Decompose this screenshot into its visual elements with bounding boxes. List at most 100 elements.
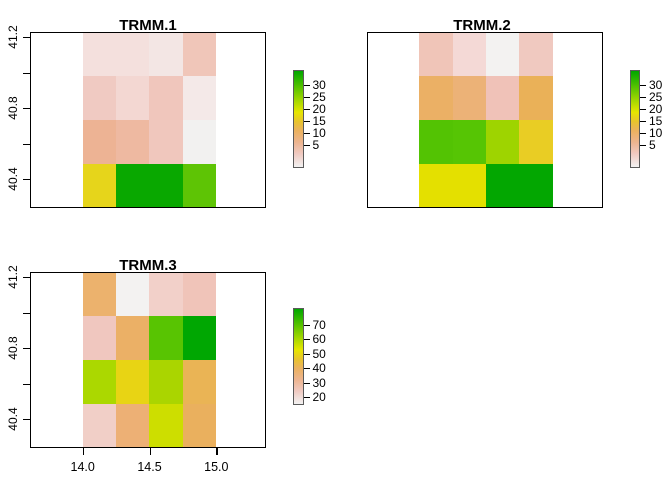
colorbar-tick-label: 30 [649, 77, 663, 92]
y-axis-tick-label: 40.8 [6, 96, 20, 120]
colorbar-tick-label: 60 [312, 332, 326, 346]
colorbar-tick [303, 108, 310, 110]
heatmap-cell-r4c4 [182, 403, 217, 449]
x-axis-tick-label: 15.0 [204, 460, 229, 474]
heatmap-cell-r4c2 [452, 163, 487, 209]
panel-title-trmm1: TRMM.1 [119, 17, 177, 35]
colorbar-tick-label: 20 [312, 390, 326, 404]
y-axis-tick-label: 40.4 [6, 167, 20, 191]
colorbar-tick [303, 339, 310, 341]
y-axis-tick [23, 312, 30, 314]
heatmap-cell-r3c1 [82, 359, 117, 405]
y-axis-tick-label: 40.8 [6, 336, 20, 360]
plot-box-trmm1 [30, 31, 266, 208]
y-axis-tick [23, 419, 30, 421]
heatmap-cell-r4c3 [149, 163, 183, 209]
heatmap-cell-r1c3 [149, 31, 183, 77]
heatmap-cell-r2c1 [419, 75, 454, 121]
colorbar-tick [640, 84, 646, 86]
colorbar-tick [303, 145, 310, 147]
colorbar-tick-label: 25 [312, 89, 326, 104]
heatmap-cell-r1c2 [116, 31, 150, 77]
colorbar-tick-label: 50 [312, 346, 326, 361]
y-axis-tick-label: 41.2 [6, 265, 20, 289]
heatmap-cell-r3c2 [452, 119, 487, 165]
colorbar-tick [303, 84, 310, 86]
heatmap-cell-r2c3 [149, 75, 183, 121]
heatmap-cell-r4c3 [149, 403, 183, 449]
heatmap-cell-r1c1 [82, 31, 117, 77]
heatmap-cell-r4c1 [82, 163, 117, 209]
colorbar-tick-label: 70 [312, 317, 326, 332]
panel-title-trmm2: TRMM.2 [453, 17, 511, 35]
colorbar-tick [303, 324, 310, 326]
heatmap-cell-r1c4 [519, 31, 553, 77]
y-axis-tick [23, 383, 30, 385]
colorbar-tick-label: 5 [312, 138, 320, 152]
heatmap-cell-r3c4 [519, 119, 553, 165]
heatmap-cell-r1c1 [419, 31, 454, 77]
colorbar-tick [640, 96, 646, 98]
heatmap-cell-r2c1 [82, 315, 117, 361]
heatmap-cell-r4c1 [419, 163, 454, 209]
heatmap-cell-r4c4 [182, 163, 217, 209]
panel-title-trmm3: TRMM.3 [119, 257, 177, 275]
x-axis-tick [82, 448, 84, 455]
colorbar-tick-label: 15 [649, 113, 663, 128]
heatmap-cell-r3c3 [149, 119, 183, 165]
colorbar-trmm2 [629, 70, 640, 168]
y-axis-tick [23, 72, 30, 74]
y-axis-tick [23, 348, 30, 350]
heatmap-cell-r4c4 [519, 163, 553, 209]
heatmap-cell-r1c2 [452, 31, 487, 77]
y-axis-tick-label: 41.2 [6, 25, 20, 49]
colorbar-tick [303, 96, 310, 98]
heatmap-cell-r1c1 [82, 271, 117, 317]
heatmap-cell-r2c3 [486, 75, 520, 121]
heatmap-cell-r2c2 [116, 75, 150, 121]
colorbar-tick-label: 20 [649, 101, 663, 116]
heatmap-cell-r2c4 [182, 315, 217, 361]
plot-box-trmm2 [367, 31, 603, 208]
heatmap-cell-r3c3 [486, 119, 520, 165]
colorbar-tick [303, 397, 310, 399]
y-axis-tick [23, 179, 30, 181]
colorbar-tick [303, 382, 310, 384]
colorbar-tick [640, 120, 646, 122]
colorbar-tick [640, 132, 646, 134]
y-axis-tick [23, 143, 30, 145]
colorbar-tick [303, 353, 310, 355]
colorbar-tick [303, 132, 310, 134]
heatmap-cell-r1c4 [182, 271, 217, 317]
colorbar-trmm1 [293, 70, 304, 168]
heatmap-cell-r1c4 [182, 31, 217, 77]
y-axis-tick-label: 40.4 [6, 407, 20, 431]
heatmap-cell-r1c3 [486, 31, 520, 77]
heatmap-cell-r3c3 [149, 359, 183, 405]
plot-box-trmm3 [30, 271, 266, 448]
colorbar-tick-label: 10 [649, 125, 663, 140]
heatmap-cell-r2c1 [82, 75, 117, 121]
colorbar-tick [303, 368, 310, 370]
colorbar-tick-label: 40 [312, 361, 326, 375]
x-axis-tick-label: 14.0 [70, 460, 95, 474]
heatmap-cell-r2c2 [116, 315, 150, 361]
y-axis-tick [23, 277, 30, 279]
heatmap-cell-r3c4 [182, 359, 217, 405]
heatmap-cell-r4c1 [82, 403, 117, 449]
heatmap-cell-r3c4 [182, 119, 217, 165]
heatmap-cell-r4c2 [116, 163, 150, 209]
heatmap-cell-r2c4 [182, 75, 217, 121]
colorbar-tick-label: 30 [312, 375, 326, 390]
colorbar-tick [303, 120, 310, 122]
colorbar-tick-label: 5 [649, 138, 656, 152]
x-axis-tick-label: 14.5 [137, 460, 162, 474]
heatmap-cell-r1c2 [116, 271, 150, 317]
colorbar-trmm3 [293, 308, 304, 405]
x-axis-tick [216, 448, 218, 455]
colorbar-tick-label: 15 [312, 113, 326, 128]
